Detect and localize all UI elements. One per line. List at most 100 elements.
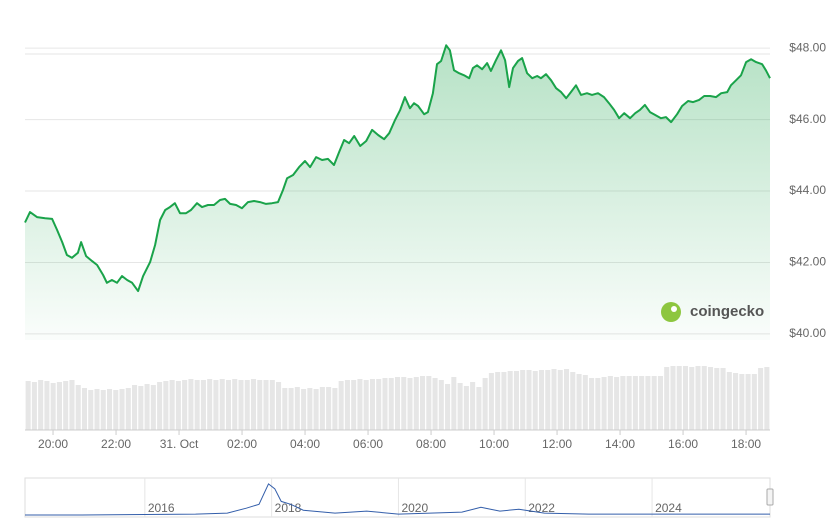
price-panel: $40.00 $42.00 $44.00 $46.00 $48.00 20:00 22:00… (24, 40, 826, 451)
volume-bar (695, 366, 701, 430)
volume-bar (513, 371, 519, 430)
volume-bar (326, 387, 332, 430)
x-tick-label: 06:00 (353, 437, 383, 451)
volume-bar (758, 368, 764, 430)
volume-bar (476, 387, 482, 430)
x-tick-label: 10:00 (479, 437, 509, 451)
volume-bar (75, 385, 81, 430)
volume-bar (282, 388, 288, 430)
volume-bar (69, 380, 75, 430)
volume-bar (570, 372, 576, 430)
volume-bar (589, 378, 595, 430)
volume-bar (31, 382, 37, 430)
volume-bar (726, 372, 732, 430)
navigator-label: 2016 (148, 501, 175, 515)
volume-bar (614, 377, 620, 430)
y-tick-label: $40.00 (789, 326, 826, 340)
x-tick-label: 20:00 (38, 437, 68, 451)
volume-bar (163, 381, 169, 430)
volume-bar (701, 366, 707, 430)
volume-bar (432, 378, 438, 430)
volume-bar (626, 376, 632, 430)
x-tick-label: 31. Oct (160, 437, 199, 451)
volume-bar (451, 377, 457, 430)
volume-bar (301, 389, 307, 430)
volume-bar (88, 390, 94, 430)
volume-bar (244, 380, 250, 430)
navigator-label: 2020 (401, 501, 428, 515)
volume-bar (194, 380, 200, 430)
volume-bar (38, 380, 44, 430)
volume-bar (119, 389, 125, 430)
volume-bar (595, 378, 601, 430)
volume-bar (50, 383, 56, 430)
volume-bar (94, 389, 100, 430)
volume-bar (56, 382, 62, 430)
volume-bar (238, 380, 244, 430)
volume-bar (739, 374, 745, 430)
volume-bar (557, 370, 563, 430)
price-line (24, 44, 771, 293)
volume-bar (225, 380, 231, 430)
volume-bar (106, 389, 113, 430)
navigator-line (25, 483, 770, 516)
watermark: coingecko (690, 303, 764, 320)
volume-bar (157, 382, 163, 430)
volume-bar (488, 373, 494, 430)
volume-bar (144, 384, 150, 430)
volume-bar (344, 380, 350, 430)
volume-bar (100, 390, 106, 430)
volume-bar (44, 381, 50, 430)
volume-bar (382, 378, 388, 430)
volume-bar (551, 369, 557, 430)
navigator-label: 2018 (275, 501, 302, 515)
volume-bar (532, 371, 538, 430)
volume-bar (182, 380, 188, 430)
volume-bar (601, 377, 607, 430)
volume-bar (707, 367, 714, 430)
navigator: 2016 2018 2020 2022 2024 (24, 477, 774, 518)
x-tick-label: 18:00 (731, 437, 761, 451)
volume-bar (457, 383, 463, 430)
volume-bar (113, 390, 119, 430)
volume-bar (664, 367, 670, 430)
volume-bar (576, 374, 582, 430)
volume-bar (501, 372, 507, 430)
volume-bar (632, 376, 638, 430)
volume-bar (764, 367, 770, 430)
volume-bar (25, 381, 31, 430)
volume-bar (219, 379, 225, 430)
volume-bar (438, 380, 444, 430)
volume-bar (319, 387, 325, 430)
volume-bar (413, 377, 419, 430)
volume-bar (250, 379, 257, 430)
volume-bar (338, 381, 344, 430)
price-area (25, 45, 770, 341)
volume-bar (639, 376, 645, 430)
y-tick-label: $48.00 (789, 40, 826, 54)
volume-bar (751, 374, 757, 430)
volume-bar (394, 377, 401, 430)
volume-bar (645, 376, 651, 430)
navigator-handle[interactable] (766, 488, 774, 506)
volume-bar (401, 377, 407, 430)
volume-bar (620, 376, 626, 430)
y-tick-label: $46.00 (789, 112, 826, 126)
volume-bar (63, 381, 69, 430)
x-tick-label: 04:00 (290, 437, 320, 451)
volume-bar (263, 380, 269, 430)
volume-bar (720, 368, 726, 430)
volume-bar (520, 370, 526, 430)
volume-bar (232, 379, 238, 430)
volume-bar (470, 382, 476, 430)
x-tick-label: 12:00 (542, 437, 572, 451)
volume-bar (213, 380, 219, 430)
volume-bar (657, 376, 663, 430)
volume-bar (407, 378, 413, 430)
volume-bar (607, 376, 613, 430)
volume-bar (150, 385, 156, 430)
volume-bar (363, 380, 369, 430)
x-tick-label: 02:00 (227, 437, 257, 451)
volume-bar (733, 373, 739, 430)
